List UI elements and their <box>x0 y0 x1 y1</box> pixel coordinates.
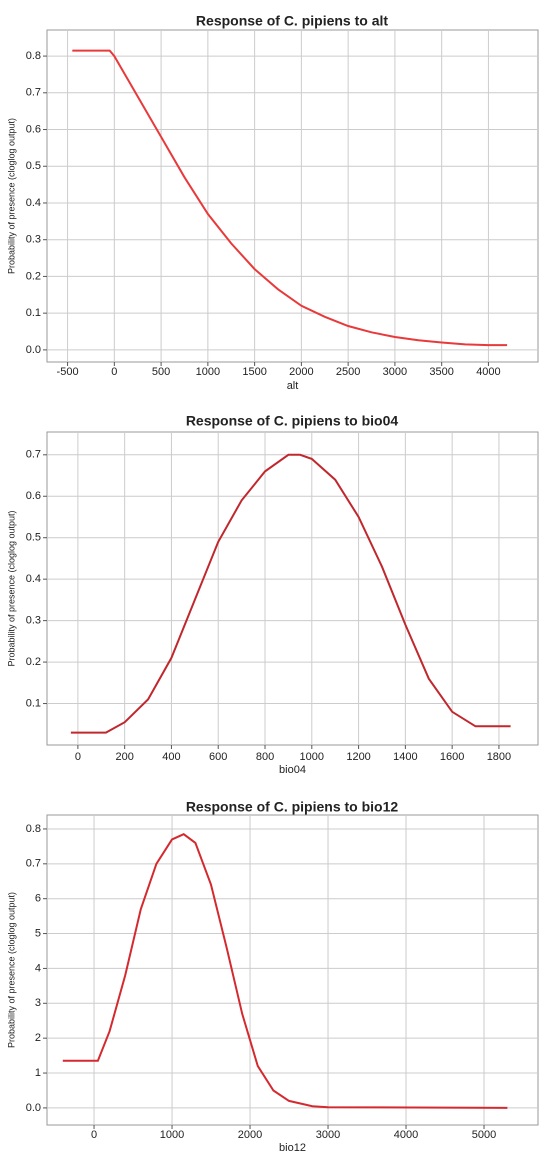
chart-title: Response of C. pipiens to bio12 <box>186 799 399 815</box>
y-tick-label: 0.2 <box>26 270 41 282</box>
plot-area <box>46 431 539 746</box>
x-tick-label: 0 <box>75 751 81 763</box>
x-tick-label: 1500 <box>242 366 266 378</box>
x-tick-label: 2000 <box>238 1129 262 1141</box>
x-tick-label: 1000 <box>300 751 324 763</box>
y-tick-label: 0.6 <box>26 123 41 135</box>
y-tick-label: 0.8 <box>26 823 41 835</box>
y-tick-label: 1 <box>35 1067 41 1079</box>
chart-title: Response of C. pipiens to alt <box>196 13 388 29</box>
response-curve <box>70 453 511 734</box>
x-axis-label: bio12 <box>279 1142 306 1154</box>
y-tick-label: 0.5 <box>26 160 41 172</box>
y-tick-label: 4 <box>35 962 41 974</box>
y-tick-label: 0.7 <box>26 449 41 461</box>
y-tick-label: 0.1 <box>26 697 41 709</box>
y-axis-label: Probability of presence (cloglog output) <box>6 118 16 274</box>
x-tick-label: 1600 <box>440 751 464 763</box>
x-tick-label: 5000 <box>472 1129 496 1141</box>
x-tick-label: 0 <box>111 366 117 378</box>
x-tick-label: 500 <box>152 366 170 378</box>
x-tick-label: 3000 <box>383 366 407 378</box>
x-tick-label: 600 <box>209 751 227 763</box>
y-axis-label: Probability of presence (cloglog output) <box>6 510 16 666</box>
x-tick-label: 1800 <box>487 751 511 763</box>
x-tick-label: 800 <box>256 751 274 763</box>
x-tick-label: 4000 <box>394 1129 418 1141</box>
x-tick-label: 1200 <box>346 751 370 763</box>
y-tick-label: 0.8 <box>26 50 41 62</box>
plot-area <box>46 29 539 363</box>
response-curve <box>62 833 508 1109</box>
y-tick-label: 2 <box>35 1032 41 1044</box>
y-tick-label: 3 <box>35 997 41 1009</box>
response-curve <box>72 49 508 347</box>
x-tick-label: 0 <box>91 1129 97 1141</box>
x-tick-label: 1000 <box>196 366 220 378</box>
y-tick-label: 0.7 <box>26 87 41 99</box>
y-tick-label: 0.1 <box>26 307 41 319</box>
x-tick-label: 3500 <box>429 366 453 378</box>
plot-area <box>46 814 539 1126</box>
x-tick-label: 2500 <box>336 366 360 378</box>
x-tick-label: 200 <box>115 751 133 763</box>
y-tick-label: 5 <box>35 927 41 939</box>
y-tick-label: 0.3 <box>26 615 41 627</box>
y-tick-label: 0.7 <box>26 858 41 870</box>
y-tick-label: 0.0 <box>26 344 41 356</box>
y-tick-label: 0.0 <box>26 1102 41 1114</box>
x-axis-label: bio04 <box>279 764 306 776</box>
x-tick-label: -500 <box>57 366 79 378</box>
x-tick-label: 3000 <box>316 1129 340 1141</box>
y-tick-label: 0.4 <box>26 197 41 209</box>
x-tick-label: 1000 <box>160 1129 184 1141</box>
x-axis-label: alt <box>287 380 299 392</box>
x-tick-label: 1400 <box>393 751 417 763</box>
y-axis-label: Probability of presence (cloglog output) <box>6 892 16 1048</box>
x-tick-label: 400 <box>162 751 180 763</box>
y-tick-label: 0.5 <box>26 532 41 544</box>
y-tick-label: 0.3 <box>26 234 41 246</box>
y-tick-label: 0.6 <box>26 490 41 502</box>
x-tick-label: 4000 <box>476 366 500 378</box>
y-tick-label: 0.2 <box>26 656 41 668</box>
x-tick-label: 2000 <box>289 366 313 378</box>
y-tick-label: 6 <box>35 893 41 905</box>
chart-title: Response of C. pipiens to bio04 <box>186 413 399 429</box>
y-tick-label: 0.4 <box>26 573 41 585</box>
